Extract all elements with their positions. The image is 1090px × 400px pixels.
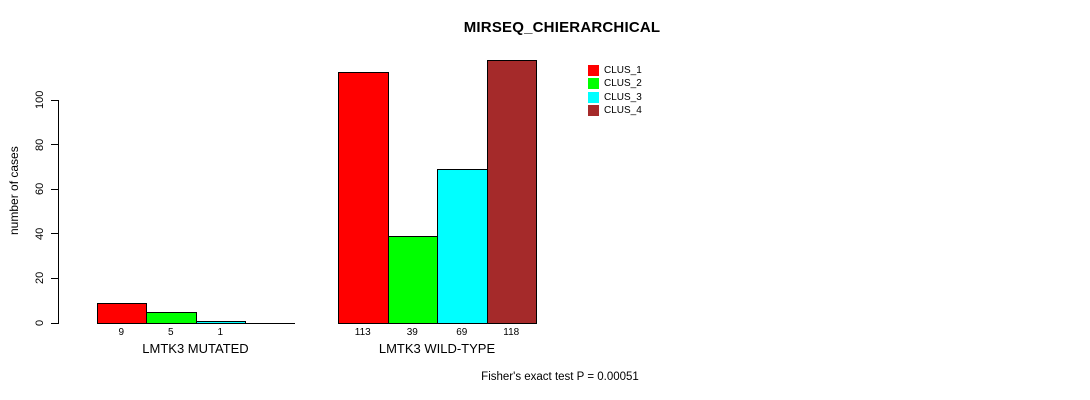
legend-item: CLUS_2 bbox=[588, 77, 642, 90]
legend-label: CLUS_4 bbox=[604, 105, 642, 117]
y-tick bbox=[51, 322, 58, 324]
legend-label: CLUS_1 bbox=[604, 65, 642, 77]
legend: CLUS_1 CLUS_2 CLUS_3 CLUS_4 bbox=[588, 64, 642, 117]
y-axis-label: number of cases bbox=[7, 146, 21, 236]
bar bbox=[195, 321, 246, 324]
bar bbox=[146, 312, 197, 324]
group-label: LMTK3 WILD-TYPE bbox=[378, 341, 496, 356]
legend-item: CLUS_3 bbox=[588, 91, 642, 104]
bar bbox=[437, 169, 488, 324]
y-tick-label: 40 bbox=[34, 227, 46, 241]
annotation-text: Fisher's exact test P = 0.00051 bbox=[481, 371, 639, 383]
legend-item: CLUS_1 bbox=[588, 64, 642, 77]
y-tick bbox=[51, 277, 58, 279]
bar-value-label: 69 bbox=[456, 327, 468, 338]
bar-value-label: 118 bbox=[503, 327, 520, 338]
legend-label: CLUS_3 bbox=[604, 91, 642, 103]
legend-swatch bbox=[588, 65, 599, 77]
legend-swatch bbox=[588, 105, 599, 117]
y-tick bbox=[51, 144, 58, 146]
bar-value-label: 1 bbox=[217, 327, 224, 338]
group-label: LMTK3 MUTATED bbox=[142, 341, 249, 356]
bar-value-label: 113 bbox=[354, 327, 371, 338]
y-tick-label: 80 bbox=[34, 138, 46, 152]
bar bbox=[96, 303, 147, 324]
y-tick bbox=[51, 233, 58, 235]
legend-label: CLUS_2 bbox=[604, 78, 642, 90]
y-tick-label: 60 bbox=[34, 183, 46, 196]
bar-value-label: 39 bbox=[406, 327, 418, 338]
bar bbox=[387, 236, 438, 324]
bar bbox=[338, 72, 389, 324]
bar bbox=[486, 60, 537, 324]
y-tick bbox=[51, 99, 58, 101]
legend-swatch bbox=[588, 91, 599, 103]
y-axis-line bbox=[58, 100, 59, 324]
y-tick-label: 100 bbox=[34, 91, 46, 110]
y-tick-label: 20 bbox=[34, 272, 46, 285]
legend-item: CLUS_4 bbox=[588, 104, 642, 117]
bar-value-label: 5 bbox=[167, 327, 174, 338]
legend-swatch bbox=[588, 78, 599, 90]
bar-value-label: 9 bbox=[118, 327, 125, 338]
y-tick bbox=[51, 188, 58, 190]
chart-title: MIRSEQ_CHIERARCHICAL bbox=[463, 19, 661, 36]
y-tick-label: 0 bbox=[34, 319, 46, 327]
